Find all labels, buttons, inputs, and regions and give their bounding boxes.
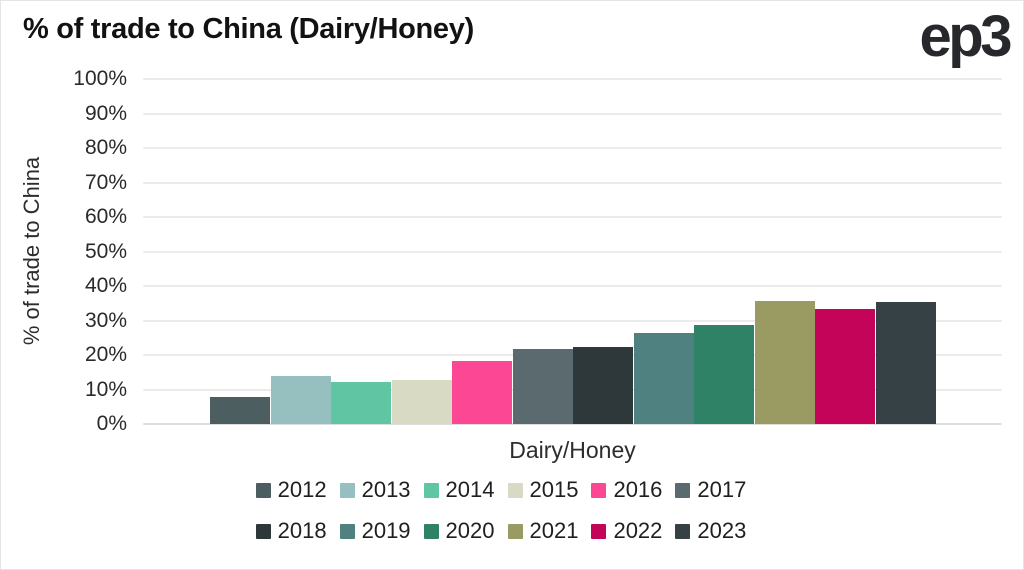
bar-2013	[270, 375, 331, 424]
y-tick-label: 40%	[84, 274, 127, 297]
bar-2018	[573, 346, 633, 424]
legend-label: 2023	[697, 518, 747, 543]
legend-item-2014: 2014	[423, 475, 495, 505]
bar-2019	[633, 332, 694, 424]
chart-title: % of trade to China (Dairy/Honey)	[23, 13, 474, 45]
bar-2012	[210, 397, 270, 424]
legend-row: 2018 2019 2020 2021 2022 2023	[255, 516, 746, 546]
y-tick-label: 0%	[96, 412, 127, 435]
legend-label: 2021	[529, 518, 579, 543]
gridline	[143, 112, 1002, 115]
bar-2016	[452, 361, 512, 424]
legend-swatch-icon	[507, 523, 523, 539]
gridline	[143, 181, 1002, 184]
y-tick-label: 20%	[84, 343, 127, 366]
legend-label: 2018	[277, 518, 327, 543]
legend-swatch-icon	[675, 482, 691, 498]
legend-item-2021: 2021	[507, 516, 579, 546]
gridline	[143, 319, 1002, 322]
legend-label: 2017	[697, 477, 747, 502]
legend-swatch-icon	[507, 482, 523, 498]
legend-label: 2012	[277, 477, 327, 502]
y-tick-label: 10%	[84, 377, 127, 401]
legend-swatch-icon	[339, 523, 355, 539]
legend-item-2012: 2012	[255, 475, 327, 505]
bar-2020	[694, 325, 754, 424]
legend-item-2018: 2018	[255, 516, 327, 546]
legend-swatch-icon	[675, 523, 691, 539]
legend-row: 2012 2013 2014 2015 2016 2017	[255, 475, 746, 505]
y-tick-label: 70%	[84, 170, 127, 194]
legend-label: 2022	[613, 518, 663, 543]
gridline	[143, 250, 1002, 253]
legend-item-2015: 2015	[507, 475, 579, 505]
gridline	[143, 216, 1002, 218]
legend-swatch-icon	[423, 523, 439, 539]
legend-item-2016: 2016	[591, 475, 662, 505]
legend-label: 2020	[445, 518, 495, 543]
bar-2023	[875, 302, 936, 424]
ep3-logo: ep3	[919, 4, 1013, 69]
legend-item-2020: 2020	[423, 516, 495, 546]
legend-swatch-icon	[339, 482, 355, 498]
legend-item-2019: 2019	[339, 516, 411, 546]
bar-2014	[331, 381, 391, 424]
legend-swatch-icon	[591, 482, 607, 498]
legend-swatch-icon	[255, 523, 271, 539]
legend-swatch-icon	[423, 482, 439, 498]
gridline	[143, 388, 1002, 391]
y-tick-label: 90%	[84, 101, 127, 125]
legend-swatch-icon	[255, 482, 271, 498]
bar-2015	[391, 379, 452, 424]
legend-label: 2019	[361, 518, 411, 543]
legend-item-2013: 2013	[339, 475, 411, 505]
legend-swatch-icon	[591, 523, 607, 539]
gridline	[143, 285, 1002, 287]
legend-label: 2015	[529, 477, 579, 502]
y-tick-label: 30%	[84, 308, 127, 332]
legend-label: 2014	[445, 477, 495, 502]
y-tick-label: 100%	[73, 67, 127, 90]
x-axis-label: Dairy/Honey	[509, 437, 636, 463]
bar-2017	[512, 349, 573, 424]
bar-2022	[815, 309, 875, 424]
y-tick-label: 50%	[84, 239, 127, 263]
bar-2021	[754, 300, 815, 424]
legend-item-2022: 2022	[591, 516, 662, 546]
gridline	[143, 423, 1002, 425]
legend-label: 2016	[613, 477, 663, 502]
legend: 2012 2013 2014 2015 2016 2017 2018 2019 2020 2021…	[1, 475, 1001, 546]
legend-item-2017: 2017	[675, 475, 746, 505]
y-tick-label: 80%	[84, 136, 127, 159]
gridline	[143, 147, 1002, 149]
legend-item-2023: 2023	[675, 516, 746, 546]
gridline	[143, 78, 1002, 80]
legend-label: 2013	[361, 477, 411, 502]
plot-area	[143, 78, 1002, 425]
y-tick-label: 60%	[84, 205, 127, 228]
gridline	[143, 354, 1002, 356]
